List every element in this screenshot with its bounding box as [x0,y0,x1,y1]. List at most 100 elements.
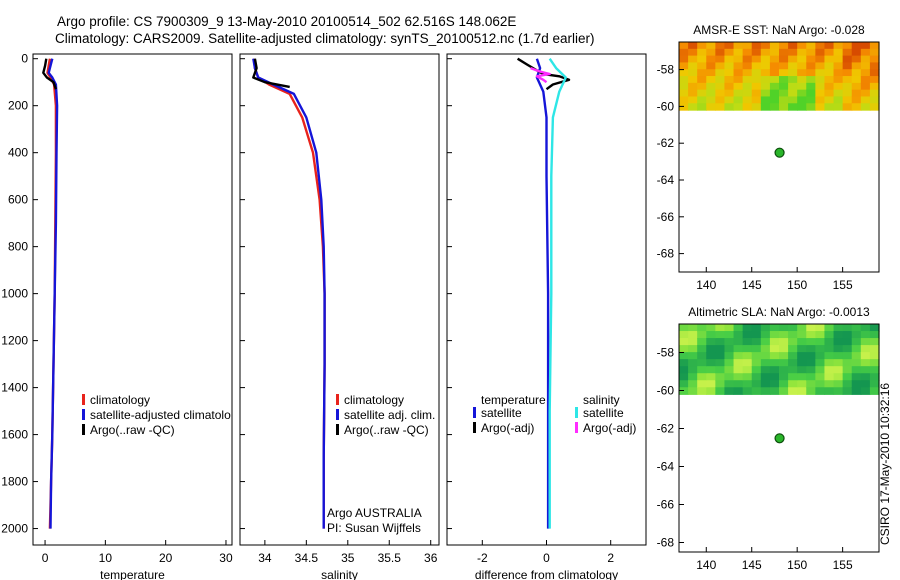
amsre_sst-cell [833,42,844,50]
altimetric_sla-cell [697,359,707,367]
amsre_sst-cell [860,48,871,57]
altimetric_sla-cell [733,373,744,381]
temperature-ytick-label: 1000 [1,287,28,301]
altimetric_sla-cell [842,373,853,381]
amsre_sst-cell [679,82,689,91]
amsre_sst-cell [779,55,789,64]
altimetric_sla-cell [833,380,844,388]
altimetric_sla-cell [769,331,780,339]
diff-legend-temperature-item-2: Argo(-adj) [481,421,534,435]
salinity-legend-item-2: satellite adj. clim. [344,408,435,422]
amsre_sst-cell [751,96,762,104]
amsre_sst-cell [751,69,762,77]
amsre_sst-cell [733,89,744,98]
amsre_sst-cell [815,48,826,57]
altimetric_sla-cell [779,324,789,332]
altimetric_sla-cell [769,324,780,332]
altimetric_sla-ytick-label: -64 [657,460,675,474]
amsre_sst-cell [706,82,716,91]
altimetric_sla-cell [688,331,698,339]
temperature-ytick-label: 2000 [1,522,28,536]
altimetric_sla-cell [860,331,871,339]
amsre_sst-cell [797,48,807,57]
difference-xlabel: difference from climatology [475,568,618,580]
diff-legend-temperature-item-1: satellite [481,406,522,420]
altimetric_sla-cell [815,366,826,374]
altimetric_sla-cell [760,380,771,388]
amsre_sst-cell [842,96,853,104]
amsre_sst-cell [797,89,807,98]
altimetric_sla-cell [779,345,789,353]
amsre_sst-cell [706,55,716,64]
altimetric_sla-cell [833,345,844,353]
amsre_sst-cell [824,82,835,91]
altimetric_sla-cell [769,373,780,381]
amsre_sst-cell [733,48,744,57]
amsre_sst-cell [751,62,762,70]
amsre_sst-cell [769,55,780,64]
altimetric_sla-cell [869,387,880,395]
amsre_sst-cell [706,76,716,84]
amsre_sst-cell [779,62,789,70]
altimetric_sla-cell [769,345,780,353]
altimetric_sla-cell [751,352,762,360]
amsre_sst-cell [733,62,744,70]
altimetric_sla-cell [742,359,753,367]
altimetric_sla-cell [679,387,689,395]
amsre_sst-cell [742,62,753,70]
altimetric_sla-cell [724,373,735,381]
amsre_sst-cell [769,82,780,91]
altimetric_sla-cell [806,366,816,374]
amsre_sst-title: AMSR-E SST: NaN Argo: -0.028 [693,23,865,37]
amsre_sst-cell [833,62,844,70]
altimetric_sla-cell [851,331,862,339]
altimetric_sla-cell [733,338,744,346]
altimetric_sla-cell [851,352,862,360]
amsre_sst-cell [851,48,862,57]
amsre_sst-cell [833,76,844,84]
altimetric_sla-cell [788,366,798,374]
altimetric_sla-cell [688,380,698,388]
altimetric_sla-cell [860,324,871,332]
temperature-ytick-label: 0 [21,52,28,66]
amsre_sst-cell [788,69,798,77]
amsre_sst-cell [779,96,789,104]
altimetric_sla-cell [751,331,762,339]
altimetric_sla-ytick-label: -60 [657,384,675,398]
amsre_sst-cell [697,89,707,98]
altimetric_sla-cell [806,380,816,388]
amsre_sst-cell [833,48,844,57]
altimetric_sla-cell [869,324,880,332]
amsre_sst-cell [688,82,698,91]
altimetric_sla-cell [842,380,853,388]
altimetric_sla-cell [715,373,726,381]
altimetric_sla-cell [869,345,880,353]
amsre_sst-cell [724,103,735,111]
altimetric_sla-cell [679,373,689,381]
altimetric_sla-cell [760,373,771,381]
amsre_sst-cell [824,62,835,70]
salinity-xtick-label: 36 [424,551,438,565]
amsre_sst-ytick-label: -60 [657,99,675,113]
altimetric_sla-cell [733,331,744,339]
altimetric_sla-cell [724,345,735,353]
altimetric_sla-cell [833,324,844,332]
altimetric_sla-cell [751,366,762,374]
altimetric_sla-cell [742,373,753,381]
altimetric_sla-xtick-label: 145 [742,558,762,572]
altimetric_sla-cell [860,345,871,353]
amsre_sst-cell [851,62,862,70]
amsre_sst-cell [815,69,826,77]
amsre_sst-cell [779,69,789,77]
altimetric_sla-cell [688,387,698,395]
amsre_sst-cell [788,48,798,57]
temperature-legend-item-1: climatology [90,393,150,407]
altimetric_sla-cell [724,338,735,346]
altimetric_sla-cell [860,359,871,367]
altimetric_sla-cell [833,338,844,346]
altimetric_sla-cell [824,331,835,339]
amsre_sst-cell [769,62,780,70]
altimetric_sla-cell [769,338,780,346]
diff-legend-temperature-item-2-swatch [473,422,476,433]
amsre_sst-cell [688,96,698,104]
